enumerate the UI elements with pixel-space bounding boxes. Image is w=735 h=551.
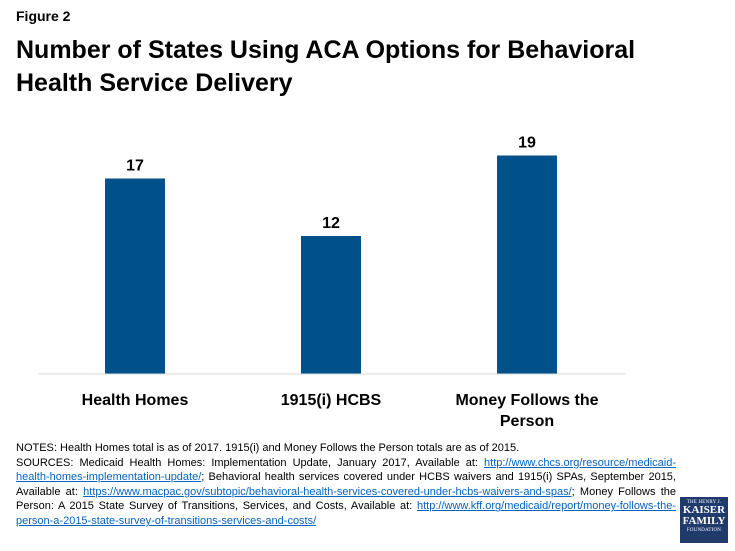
- bar-chart: 17 12 19: [0, 0, 735, 390]
- bar-1: [301, 236, 361, 374]
- sources-text: SOURCES: Medicaid Health Homes: Implemen…: [16, 456, 676, 529]
- notes-line: NOTES: Health Homes total is as of 2017.…: [16, 441, 676, 456]
- kff-logo: THE HENRY J. KAISER FAMILY FOUNDATION: [680, 497, 728, 543]
- category-label-0: Health Homes: [50, 390, 220, 411]
- chart-notes: NOTES: Health Homes total is as of 2017.…: [16, 441, 676, 529]
- logo-line-4: FOUNDATION: [680, 527, 728, 533]
- logo-line-3: FAMILY: [680, 516, 728, 527]
- category-label-2: Money Follows the Person: [442, 390, 612, 432]
- data-label-0: 17: [126, 158, 144, 175]
- bar-0: [105, 179, 165, 375]
- source-link-macpac[interactable]: https://www.macpac.gov/subtopic/behavior…: [83, 486, 572, 498]
- data-label-2: 19: [518, 135, 536, 152]
- data-label-1: 12: [322, 215, 340, 232]
- sources-prefix: SOURCES: Medicaid Health Homes: Implemen…: [16, 457, 484, 469]
- bar-2: [497, 156, 557, 375]
- category-label-1: 1915(i) HCBS: [246, 390, 416, 411]
